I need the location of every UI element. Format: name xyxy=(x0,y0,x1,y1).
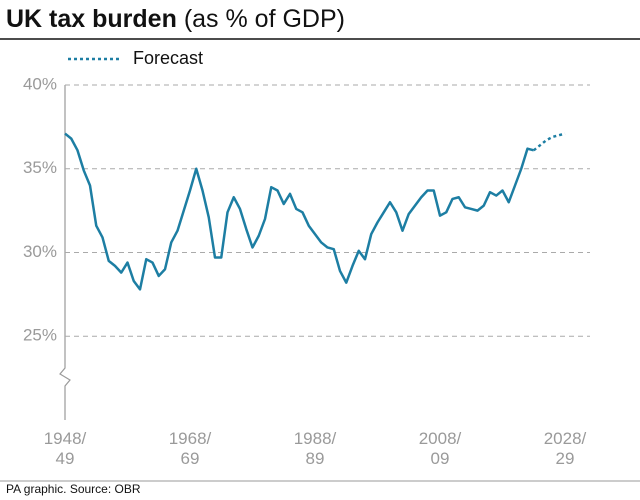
x-tick-label-line: 1988/ xyxy=(294,429,337,448)
x-tick-label: 1988/89 xyxy=(294,429,337,468)
series-line xyxy=(532,132,566,152)
x-tick-label-line: 09 xyxy=(431,449,450,468)
y-tick-label: 35% xyxy=(23,158,57,177)
y-tick-label: 30% xyxy=(23,242,57,261)
x-tick-label-line: 89 xyxy=(306,449,325,468)
x-tick-label: 2008/09 xyxy=(419,429,462,468)
x-tick-label: 1948/49 xyxy=(44,429,87,468)
series-line xyxy=(64,132,535,291)
x-tick-label-line: 1968/ xyxy=(169,429,212,448)
subtitle: (as % of GDP) xyxy=(184,5,345,33)
x-tick-label: 2028/29 xyxy=(544,429,587,468)
source: PA graphic. Source: OBR xyxy=(6,482,141,496)
x-tick-label-line: 49 xyxy=(56,449,75,468)
x-tick-label-line: 69 xyxy=(181,449,200,468)
chart-title: UK tax burden (as % of GDP) xyxy=(6,5,345,33)
legend-label: Forecast xyxy=(133,48,203,68)
x-tick-label-line: 2008/ xyxy=(419,429,462,448)
x-tick-label: 1968/69 xyxy=(169,429,212,468)
x-tick-label-line: 1948/ xyxy=(44,429,87,448)
y-axis xyxy=(59,85,71,420)
y-tick-label: 25% xyxy=(23,326,57,345)
title: UK tax burden xyxy=(6,5,177,33)
y-tick-label: 40% xyxy=(23,74,57,93)
x-tick-label-line: 2028/ xyxy=(544,429,587,448)
x-tick-label-line: 29 xyxy=(556,449,575,468)
